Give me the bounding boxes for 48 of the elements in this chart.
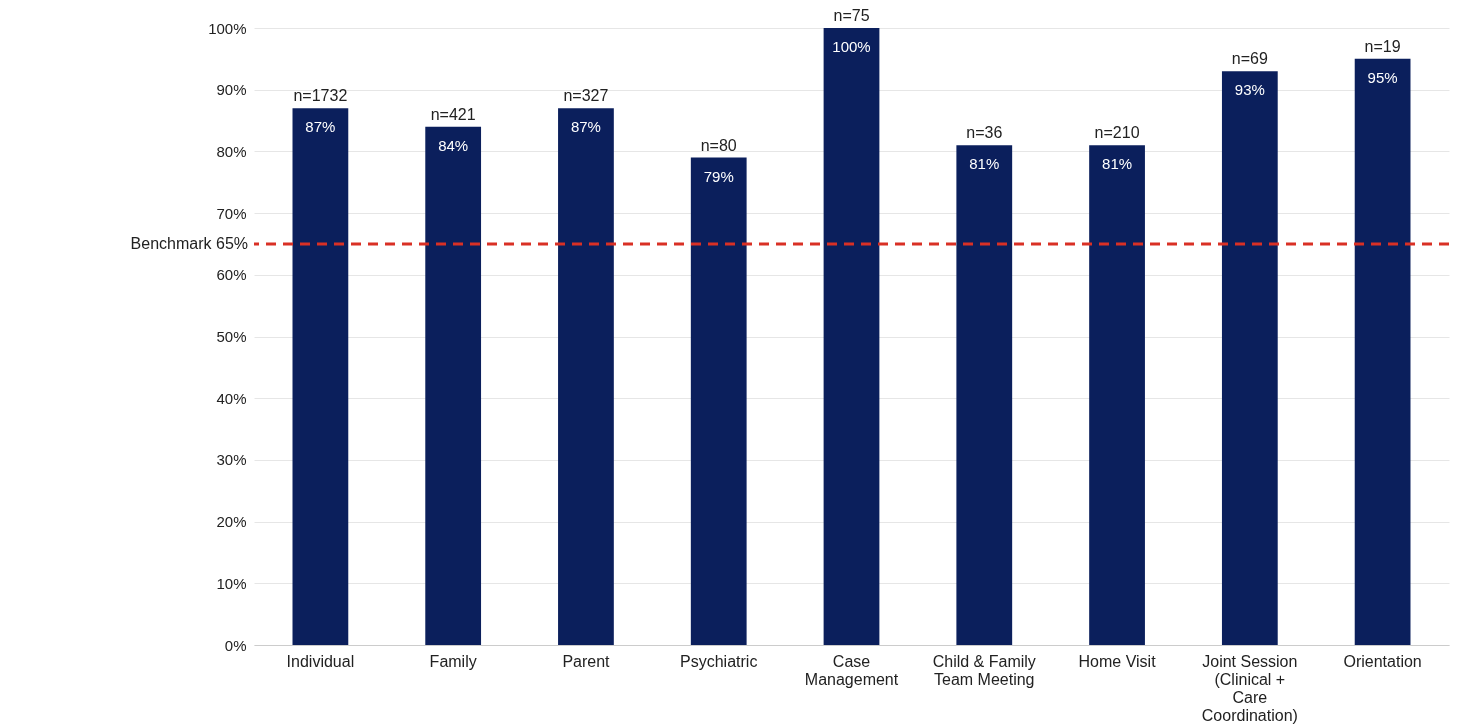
bar <box>690 157 747 645</box>
bar <box>956 145 1013 645</box>
data-label: 93% <box>1234 81 1265 99</box>
y-tick-label: 60% <box>216 266 247 284</box>
y-tick-label: 90% <box>216 81 247 99</box>
bar <box>292 108 349 645</box>
y-tick-label: 70% <box>216 204 247 222</box>
data-label: 95% <box>1367 68 1398 86</box>
data-label: 100% <box>832 38 871 55</box>
annotation: n=421 <box>430 105 476 123</box>
annotation: n=36 <box>966 124 1003 142</box>
annotation: n=327 <box>563 87 609 105</box>
y-tick-label: 0% <box>224 636 247 654</box>
y-tick-label: 10% <box>216 574 247 592</box>
bar <box>823 28 880 645</box>
data-label: 87% <box>305 118 336 136</box>
x-tick-label: Psychiatric <box>680 652 758 670</box>
x-tick-label: Orientation <box>1343 652 1422 670</box>
x-tick-label: Family <box>429 652 477 670</box>
ref-line-label: Benchmark 65% <box>130 234 248 252</box>
x-tick-label: Joint Session (Clinical + Care Coordination) <box>1201 652 1298 724</box>
y-tick-label: 20% <box>216 513 247 531</box>
annotation: n=19 <box>1364 37 1401 55</box>
annotation: n=210 <box>1094 124 1140 142</box>
data-label: 81% <box>969 155 1000 173</box>
annotation: n=69 <box>1231 50 1268 68</box>
bar <box>425 126 482 645</box>
annotation: n=1732 <box>293 87 348 105</box>
data-label: 79% <box>703 167 734 185</box>
y-tick-label: 80% <box>216 142 247 160</box>
bar <box>1221 71 1278 645</box>
y-tick-label: 50% <box>216 328 247 345</box>
y-tick-label: 30% <box>216 451 247 469</box>
x-tick-label: Home Visit <box>1078 652 1157 670</box>
x-tick-label: Individual <box>286 652 355 670</box>
annotation: n=80 <box>700 136 737 154</box>
data-label: 87% <box>570 118 601 136</box>
data-label: 84% <box>438 136 469 154</box>
x-tick-label: Parent <box>562 652 611 670</box>
annotation: n=75 <box>833 7 870 24</box>
bar <box>558 108 614 645</box>
bar <box>1354 58 1411 645</box>
x-tick-label: Child & Family Team Meeting <box>932 652 1036 688</box>
data-label: 81% <box>1102 155 1133 173</box>
x-tick-label: Case Management <box>804 652 899 688</box>
bar <box>1089 145 1145 645</box>
y-tick-label: 100% <box>208 19 247 37</box>
y-tick-label: 40% <box>216 389 247 407</box>
